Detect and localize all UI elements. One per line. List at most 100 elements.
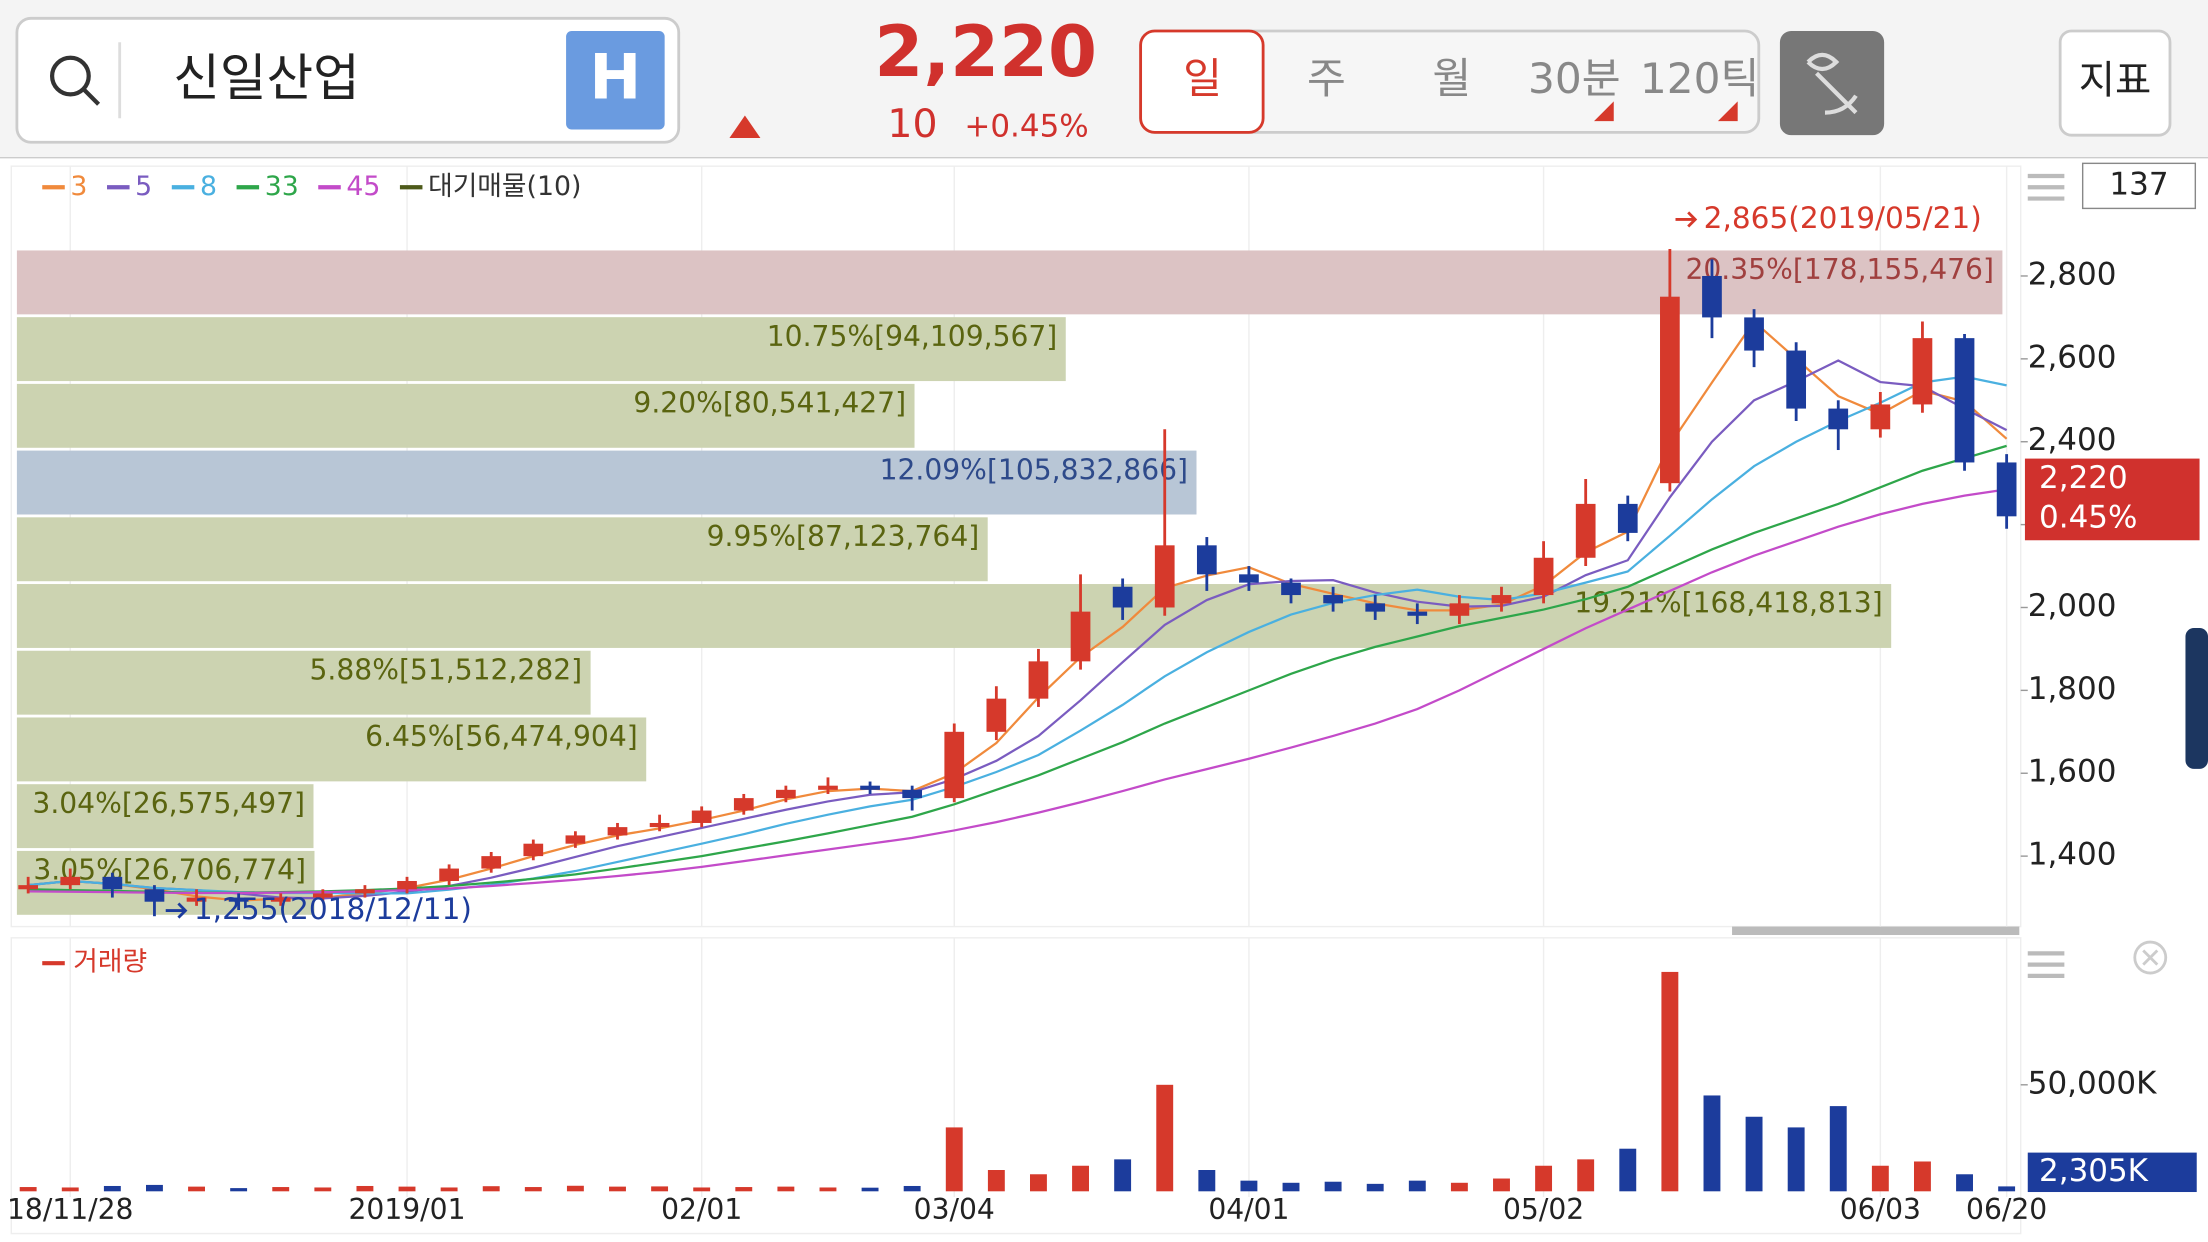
tab[interactable]: 30분 — [1528, 54, 1621, 103]
candle-body — [1870, 404, 1891, 430]
close-icon-x — [2142, 949, 2159, 966]
volume-bar — [651, 1186, 669, 1192]
volume-bar — [272, 1187, 290, 1192]
volume-bar — [440, 1187, 458, 1192]
last-price: 2,220 — [2039, 460, 2128, 496]
volume-bar — [609, 1186, 626, 1192]
y-tick-label: 50,000K — [2028, 1065, 2157, 1101]
tab-corner — [1594, 101, 1614, 122]
menu-icon[interactable] — [2027, 173, 2065, 201]
legend-label: 45 — [346, 171, 380, 202]
candle-body — [818, 785, 838, 790]
candle-body — [1196, 545, 1217, 575]
volume-profile-bar — [16, 383, 915, 448]
volume-profile-bar — [16, 450, 1197, 515]
volume-profile-label: 10.75%[94,109,567] — [767, 320, 1058, 353]
volume-profile-label: 19.21%[168,418,813] — [1574, 587, 1882, 620]
volume-bar — [103, 1185, 121, 1192]
candle-body — [1070, 611, 1091, 662]
candle-body — [1491, 595, 1512, 604]
side-handle[interactable] — [2185, 628, 2208, 769]
candle-body — [439, 868, 459, 881]
candle-body — [1954, 338, 1975, 463]
volume-bar — [1450, 1182, 1468, 1192]
candle-body — [186, 897, 207, 902]
candle-body — [607, 827, 628, 836]
volume-bar — [777, 1186, 795, 1192]
candle-body — [691, 810, 712, 823]
volume-profile-bar — [16, 784, 314, 849]
candle-body — [944, 731, 965, 799]
menu-icon[interactable] — [2027, 951, 2065, 978]
legend-label: 3 — [70, 171, 87, 202]
indicator-button[interactable] — [2058, 29, 2172, 137]
volume-profile-label: 5.88%[51,512,282] — [310, 653, 583, 686]
candle-body — [860, 785, 880, 790]
candle-body — [1702, 275, 1722, 318]
candle-body — [1281, 582, 1301, 596]
candle-body — [1575, 503, 1596, 558]
close-icon[interactable] — [2133, 940, 2168, 975]
draw-button[interactable] — [1779, 30, 1885, 136]
candle-body — [902, 789, 923, 799]
candle-body — [228, 897, 249, 902]
draw-icon — [1806, 52, 1858, 115]
volume-bar — [1282, 1182, 1300, 1192]
x-tick-label: 18/11/28 — [7, 1193, 133, 1226]
candle-body — [1449, 603, 1470, 616]
volume-bar — [1956, 1174, 1973, 1192]
search-box[interactable] — [15, 16, 681, 144]
volume-bar — [1787, 1127, 1805, 1192]
candle-body — [270, 897, 291, 902]
volume-bar — [1493, 1178, 1510, 1192]
candle-body — [1028, 661, 1049, 699]
candle-body — [1786, 350, 1807, 409]
volume-bar — [1745, 1116, 1763, 1192]
volume-profile-label: 6.45%[56,474,904] — [365, 720, 638, 753]
x-tick-label: 05/02 — [1503, 1193, 1584, 1226]
candle-body — [144, 889, 165, 902]
last-volume-box — [2027, 1152, 2197, 1193]
volume-bar — [1619, 1148, 1637, 1192]
y-tick-label: 2,400 — [2028, 422, 2117, 458]
candle-body — [481, 856, 502, 869]
tab[interactable]: 120틱 — [1640, 54, 1759, 103]
last-change: 0.45% — [2039, 500, 2137, 536]
candle-body — [397, 880, 417, 890]
x-tick-label: 06/03 — [1840, 1193, 1921, 1226]
y-tick-label: 2,600 — [2028, 339, 2117, 375]
volume-bar — [819, 1187, 837, 1192]
tab[interactable]: 월 — [1432, 54, 1471, 103]
volume-bar — [566, 1185, 584, 1192]
tab[interactable]: 일 — [1183, 54, 1222, 103]
up-arrow — [729, 115, 761, 138]
volume-profile-label: 20.35%[178,155,476] — [1685, 253, 1993, 286]
candle-body — [60, 876, 81, 886]
volume-bar — [398, 1186, 416, 1192]
candle-body — [1154, 545, 1175, 608]
indicator-text: 지표 — [2079, 58, 2152, 104]
volume-profile-bar — [16, 650, 591, 715]
y-tick-label: 2,800 — [2028, 256, 2117, 292]
scrollbar[interactable] — [1732, 926, 2020, 936]
volume-bar — [1577, 1159, 1595, 1192]
volume-bar — [314, 1187, 332, 1192]
volume-bar — [1913, 1161, 1931, 1192]
volume-bar — [1198, 1170, 1216, 1192]
legend-label: 거래량 — [73, 947, 147, 978]
legend-label: 대기매물(10) — [428, 171, 581, 202]
x-tick-label: 03/04 — [914, 1193, 995, 1226]
tab-selected[interactable] — [1139, 29, 1265, 134]
y-tick-label: 1,800 — [2028, 671, 2117, 707]
volume-bar — [1998, 1186, 2016, 1192]
tab[interactable]: 주 — [1307, 54, 1346, 103]
volume-bar — [1871, 1165, 1889, 1192]
legend-label: 33 — [265, 171, 299, 202]
volume-bar — [356, 1185, 374, 1192]
count-box[interactable] — [2081, 162, 2197, 210]
volume-bar — [188, 1186, 205, 1192]
volume-bar — [1324, 1181, 1342, 1192]
badge[interactable] — [566, 30, 665, 130]
volume-bar — [735, 1187, 753, 1192]
volume-bar — [1156, 1084, 1174, 1192]
